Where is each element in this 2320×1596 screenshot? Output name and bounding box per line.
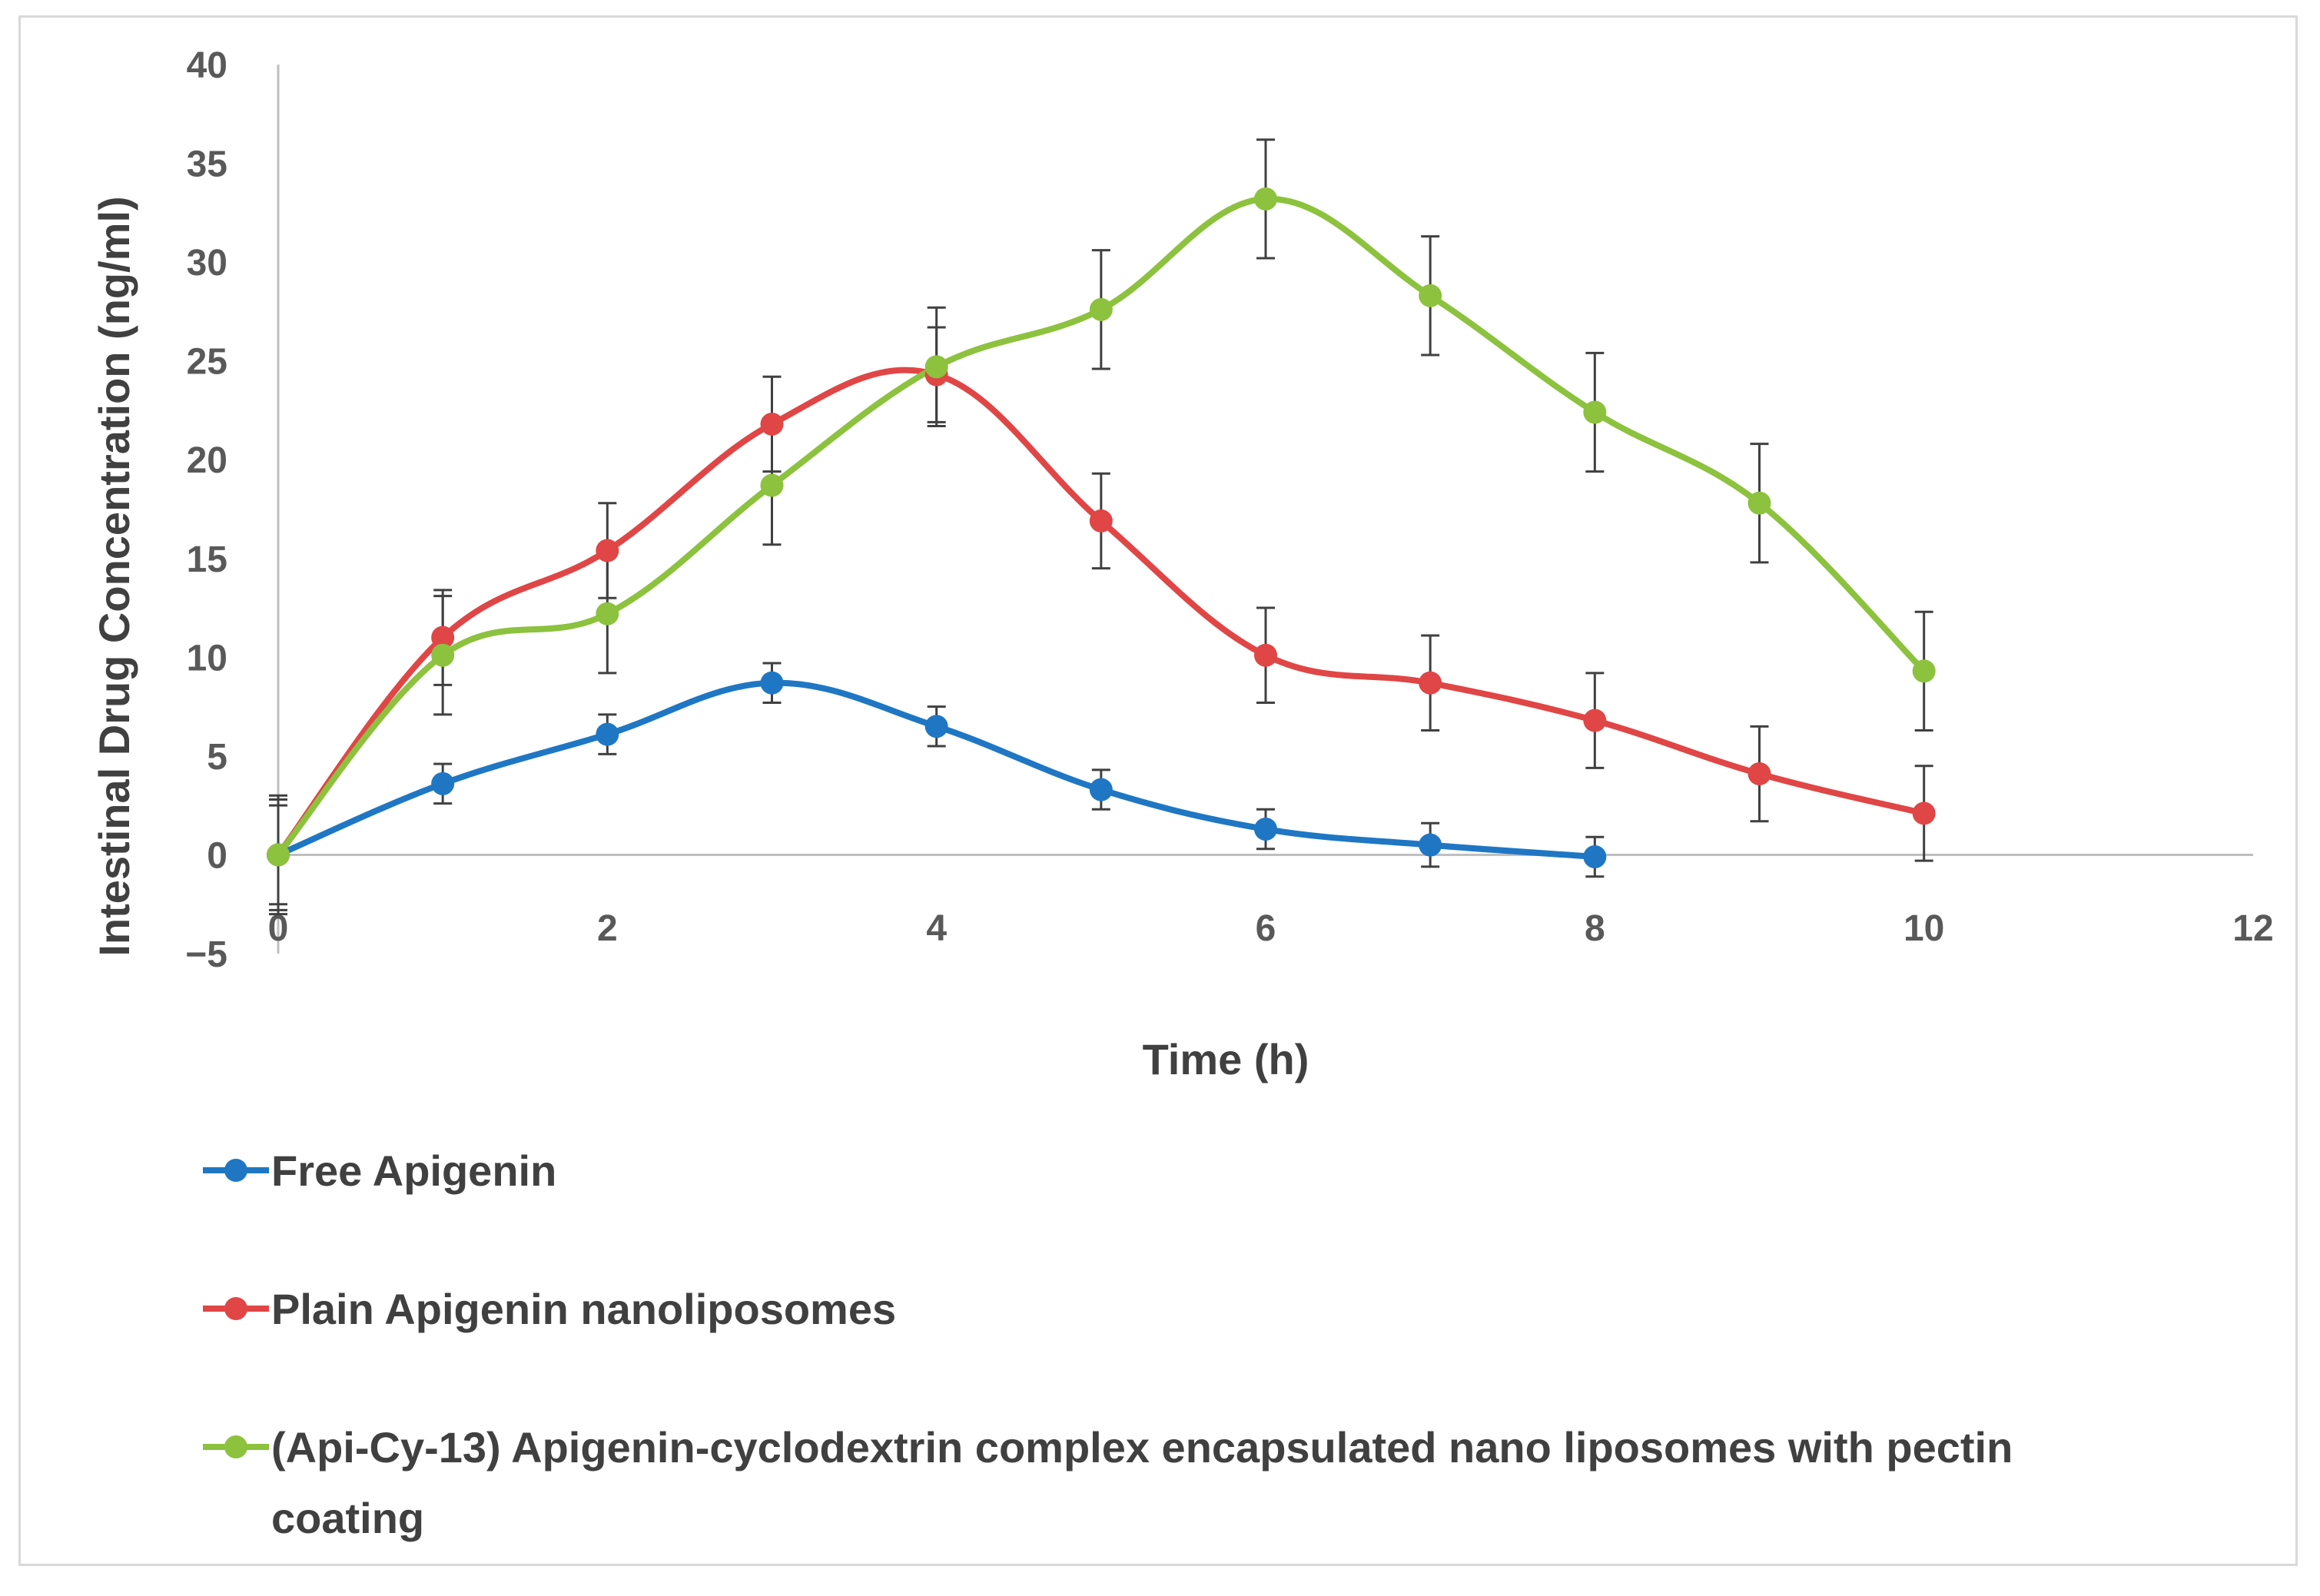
y-tick-label: 20	[187, 440, 227, 481]
x-tick-label: 12	[2232, 908, 2273, 949]
legend-marker	[224, 1435, 247, 1458]
data-point[interactable]	[1089, 509, 1113, 533]
data-point[interactable]	[1583, 708, 1607, 732]
data-point[interactable]	[267, 843, 290, 867]
data-point[interactable]	[1089, 778, 1113, 801]
y-tick-label: 25	[187, 342, 227, 383]
data-point[interactable]	[924, 715, 948, 738]
data-point[interactable]	[431, 643, 455, 667]
x-tick-label: 8	[1585, 908, 1605, 949]
legend[interactable]: Free Apigenin Plain Apigenin nanoliposome…	[203, 1146, 2013, 1542]
y-tick-label: 0	[207, 835, 227, 876]
data-point[interactable]	[1747, 491, 1771, 515]
error-bars	[269, 138, 1933, 916]
legend-label: Plain Apigenin nanoliposomes	[271, 1285, 896, 1333]
data-point[interactable]	[596, 602, 619, 625]
y-tick-label: 10	[187, 638, 227, 679]
y-tick-label: 5	[207, 737, 227, 778]
series-line-2	[275, 367, 1927, 858]
y-tick-label: 15	[187, 539, 227, 580]
y-tick-label: −5	[185, 934, 227, 975]
y-tick-label: 35	[187, 144, 227, 185]
data-point[interactable]	[1747, 762, 1771, 786]
data-point[interactable]	[1583, 845, 1607, 869]
data-point[interactable]	[1419, 833, 1442, 857]
data-point[interactable]	[1419, 671, 1442, 695]
series-markers	[267, 187, 1936, 869]
legend-marker	[224, 1297, 247, 1320]
y-tick-label: 40	[187, 45, 227, 86]
legend-label: (Api-Cy-13) Apigenin-cyclodextrin comple…	[271, 1423, 2013, 1472]
legend-item-2[interactable]: Plain Apigenin nanoliposomes	[203, 1285, 896, 1333]
y-tick-label: 30	[187, 243, 227, 284]
data-point[interactable]	[596, 722, 619, 746]
legend-label: coating	[271, 1494, 424, 1542]
x-tick-label: 6	[1256, 908, 1276, 949]
data-point[interactable]	[1912, 801, 1936, 825]
data-point[interactable]	[1254, 818, 1277, 841]
data-point[interactable]	[1419, 284, 1442, 307]
data-point[interactable]	[1583, 400, 1607, 424]
legend-item-1[interactable]: Free Apigenin	[203, 1146, 556, 1195]
data-point[interactable]	[1912, 659, 1936, 683]
data-point[interactable]	[1254, 187, 1277, 211]
x-tick-label: 2	[597, 908, 618, 949]
x-tick-label: 4	[926, 908, 947, 949]
data-point[interactable]	[760, 671, 784, 695]
x-tick-label: 10	[1903, 908, 1944, 949]
legend-label: Free Apigenin	[271, 1146, 556, 1195]
data-point[interactable]	[431, 771, 455, 795]
chart-frame	[18, 15, 2298, 1566]
data-point[interactable]	[924, 355, 948, 379]
data-point[interactable]	[760, 473, 784, 497]
data-point[interactable]	[596, 539, 619, 562]
data-point[interactable]	[760, 412, 784, 436]
data-point[interactable]	[431, 625, 455, 649]
x-axis-title: Time (h)	[1143, 1035, 1309, 1083]
data-point[interactable]	[1089, 297, 1113, 321]
legend-marker	[224, 1159, 247, 1182]
data-point[interactable]	[1254, 643, 1277, 667]
y-axis-title: Intestinal Drug Concentration (ng/ml)	[90, 196, 138, 956]
legend-item-3[interactable]: (Api-Cy-13) Apigenin-cyclodextrin comple…	[203, 1423, 2013, 1542]
